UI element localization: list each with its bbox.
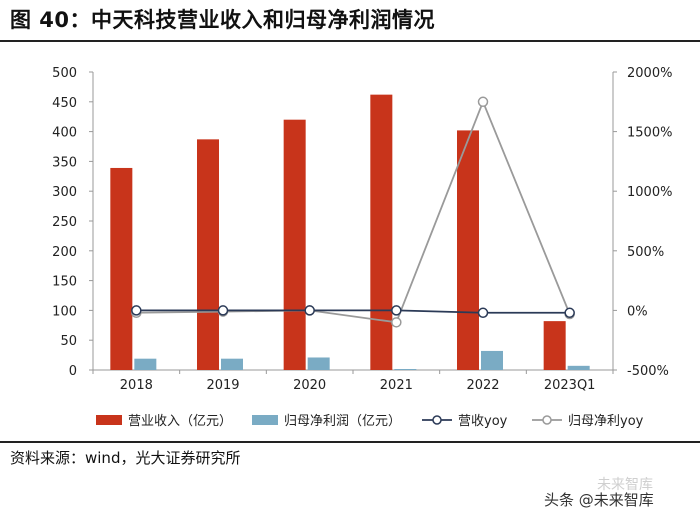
revenue-bar	[110, 167, 133, 370]
x-tick-label: 2019	[206, 378, 239, 393]
watermark-text: 头条 @未来智库	[544, 491, 654, 509]
right-tick-label: 1000%	[627, 185, 672, 200]
revenue-yoy-point	[217, 305, 229, 316]
profit-yoy-point	[477, 96, 489, 108]
revenue-yoy-line	[136, 309, 570, 314]
legend-profit-swatch	[252, 415, 278, 425]
right-tick-label: -500%	[627, 364, 669, 379]
right-tick-label: 500%	[627, 245, 664, 260]
revenue-yoy-point	[477, 307, 489, 319]
x-tick-label: 2023Q1	[544, 378, 596, 393]
page-title: 图 40：中天科技营业收入和归母净利润情况	[10, 8, 436, 32]
profit-bar	[134, 358, 157, 370]
revenue-yoy-point	[131, 305, 142, 316]
profit-bar	[481, 350, 503, 370]
chart: 0 50 100 150 200 250 300 350 400 450 500 -500% 0% 500…	[52, 66, 672, 429]
x-tick-label: 2018	[120, 378, 153, 393]
right-tick-label: 2000%	[627, 66, 672, 81]
left-tick-label: 200	[52, 245, 77, 260]
left-tick-label: 500	[52, 66, 77, 81]
legend-profit-yoy-swatch-marker	[542, 415, 552, 425]
left-tick-label: 0	[69, 364, 77, 379]
left-tick-label: 50	[60, 334, 77, 349]
x-tick-label: 2020	[293, 378, 326, 393]
revenue-yoy-point	[304, 305, 315, 316]
revenue-yoy-point	[391, 305, 402, 316]
legend-profit-yoy-label: 归母净利yoy	[568, 414, 644, 429]
left-tick-label: 450	[52, 96, 77, 111]
legend-revenue-label: 营业收入（亿元）	[128, 414, 232, 429]
left-tick-label: 250	[52, 215, 77, 230]
left-tick-label: 350	[52, 155, 77, 170]
x-tick-label: 2021	[380, 378, 413, 393]
title-rule	[0, 40, 700, 42]
left-tick-label: 100	[52, 304, 77, 319]
right-tick-label: 0%	[627, 304, 648, 319]
profit-bar	[394, 369, 417, 370]
left-tick-label: 300	[52, 185, 77, 200]
source-rule	[0, 441, 700, 443]
left-tick-label: 150	[52, 275, 77, 290]
legend-revenue-swatch	[96, 415, 122, 425]
left-tick-label: 400	[52, 126, 77, 141]
profit-yoy-line	[136, 99, 571, 324]
revenue-bar	[370, 94, 393, 370]
watermark-logo-text: 未来智库	[597, 477, 653, 493]
revenue-bar	[283, 119, 306, 371]
legend-profit-label: 归母净利润（亿元）	[284, 414, 401, 429]
legend-revenue-yoy-swatch-marker	[432, 415, 442, 425]
profit-yoy-point	[391, 317, 402, 328]
revenue-bar	[197, 139, 219, 370]
profit-bar	[567, 365, 590, 370]
x-tick-label: 2022	[466, 378, 499, 393]
revenue-bar	[543, 321, 566, 370]
profit-bar	[307, 357, 330, 370]
revenue-bar	[457, 130, 479, 370]
source-note: 资料来源：wind，光大证券研究所	[10, 449, 241, 467]
legend-revenue-yoy-label: 营收yoy	[458, 414, 508, 429]
revenue-yoy-point	[564, 307, 575, 319]
profit-bar	[221, 358, 243, 370]
right-tick-label: 1500%	[627, 126, 672, 141]
